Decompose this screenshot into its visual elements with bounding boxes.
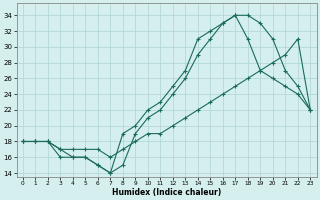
X-axis label: Humidex (Indice chaleur): Humidex (Indice chaleur) [112, 188, 221, 197]
